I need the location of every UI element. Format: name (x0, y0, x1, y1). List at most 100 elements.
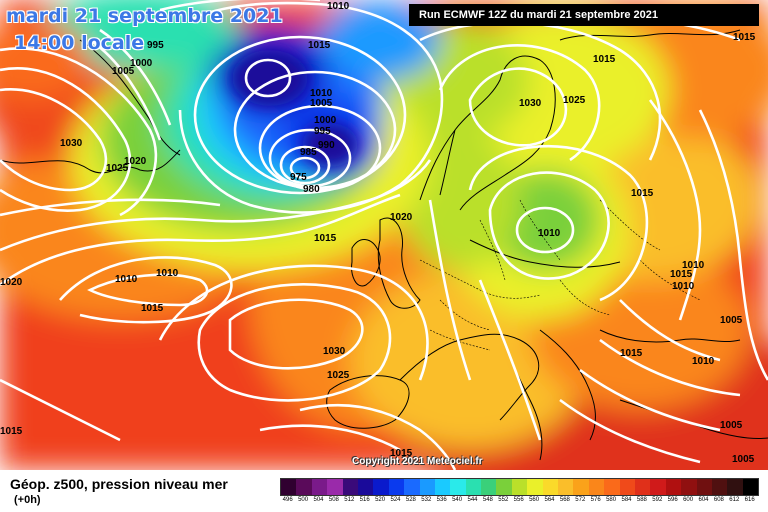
color-scale-swatch (373, 479, 389, 495)
color-scale-swatch (511, 479, 528, 495)
color-scale-label: 616 (744, 497, 755, 503)
isobar-label: 995 (314, 126, 331, 137)
color-scale-label: 500 (298, 497, 309, 503)
isobar-label: 1015 (733, 32, 756, 43)
isobar-label: 1015 (620, 348, 643, 359)
color-scale (280, 478, 760, 496)
color-scale-swatch (634, 479, 651, 495)
color-scale-swatch (604, 479, 620, 495)
isobar-label: 995 (147, 40, 164, 51)
isobar-label: 1025 (106, 163, 129, 174)
isobar-label: 975 (290, 172, 307, 183)
color-scale-swatch (650, 479, 666, 495)
color-scale-swatch (311, 479, 328, 495)
color-scale-swatch (696, 479, 712, 495)
isobar-label: 1010 (692, 356, 715, 367)
color-scale-swatch (281, 479, 297, 495)
isobar-labels: 1010 1015 1010 1005 1000 995 990 985 975… (0, 1, 756, 465)
isobar-label: 985 (300, 147, 317, 158)
isobar-label: 1030 (60, 138, 83, 149)
isobar-label: 1015 (631, 188, 654, 199)
model-run-label: Run ECMWF 12Z du mardi 21 septembre 2021 (409, 4, 759, 26)
color-scale-swatch (558, 479, 574, 495)
color-scale-swatch (588, 479, 605, 495)
color-scale-label: 596 (667, 497, 678, 503)
color-scale-swatch (742, 479, 759, 495)
color-scale-label: 532 (421, 497, 432, 503)
isobar-label: 1010 (115, 274, 138, 285)
color-scale-swatch (496, 479, 512, 495)
color-scale-label: 528 (405, 497, 416, 503)
color-scale-swatch (342, 479, 358, 495)
isobar-lines (0, 0, 768, 470)
color-scale-swatch (419, 479, 435, 495)
color-scale-label: 600 (683, 497, 694, 503)
isobar-label: 1015 (141, 303, 164, 314)
isobar-label: 1025 (327, 370, 350, 381)
color-scale-label: 608 (713, 497, 724, 503)
color-scale-swatch (465, 479, 482, 495)
geopotential-field (0, 0, 768, 470)
color-scale-swatch (327, 479, 343, 495)
isobar-label: 1010 (327, 1, 350, 12)
color-scale-label: 604 (698, 497, 709, 503)
color-scale-swatch (573, 479, 589, 495)
color-scale-label: 516 (359, 497, 370, 503)
color-scale-swatch (388, 479, 405, 495)
isobar-label: 1005 (732, 454, 755, 465)
isobar-label: 1005 (112, 66, 135, 77)
color-scale-swatch (681, 479, 697, 495)
isobar-label: 1030 (519, 98, 542, 109)
color-scale-label: 524 (390, 497, 401, 503)
forecast-offset: (+0h) (14, 494, 41, 506)
map-footer: Géop. z500, pression niveau mer (+0h) 49… (0, 470, 768, 512)
color-scale-label: 556 (513, 497, 524, 503)
isobar-label: 1025 (563, 95, 586, 106)
color-scale-label: 512 (344, 497, 355, 503)
color-scale-label: 496 (282, 497, 293, 503)
color-scale-label: 588 (636, 497, 647, 503)
isobar-label: 1010 (682, 260, 705, 271)
geopotential-map-svg: 1010 1015 1010 1005 1000 995 990 985 975… (0, 0, 768, 470)
copyright-notice: Copyright 2021 Meteociel.fr (352, 456, 483, 467)
isobar-label: 1015 (314, 233, 337, 244)
color-scale-label: 612 (729, 497, 740, 503)
color-scale-label: 592 (652, 497, 663, 503)
color-scale-label: 576 (590, 497, 601, 503)
color-scale-swatch (665, 479, 682, 495)
forecast-time: 14:00 locale (14, 32, 145, 54)
color-scale-label: 536 (436, 497, 447, 503)
isobar-label: 1000 (130, 58, 153, 69)
isobar-label: 1000 (314, 115, 337, 126)
color-scale-swatch (619, 479, 635, 495)
isobar-label: 1015 (390, 448, 413, 459)
color-scale-label: 572 (575, 497, 586, 503)
forecast-date: mardi 21 septembre 2021 (6, 5, 283, 27)
isobar-label: 980 (303, 184, 320, 195)
color-scale-swatch (481, 479, 497, 495)
color-scale-label: 504 (313, 497, 324, 503)
isobar-label: 1005 (720, 420, 743, 431)
color-scale-label: 568 (559, 497, 570, 503)
isobar-label: 1030 (323, 346, 346, 357)
color-scale-label: 584 (621, 497, 632, 503)
weather-map: 1010 1015 1010 1005 1000 995 990 985 975… (0, 0, 768, 470)
color-scale-label: 548 (482, 497, 493, 503)
color-scale-swatch (357, 479, 374, 495)
isobar-label: 1010 (310, 88, 333, 99)
color-scale-label: 544 (467, 497, 478, 503)
color-scale-label: 560 (529, 497, 540, 503)
isobar-label: 1010 (156, 268, 179, 279)
color-scale-label: 540 (452, 497, 463, 503)
isobar-label: 1020 (0, 277, 23, 288)
isobar-label: 1020 (390, 212, 413, 223)
isobar-label: 1005 (720, 315, 743, 326)
color-scale-swatch (296, 479, 312, 495)
isobar-label: 1015 (308, 40, 331, 51)
parameter-title: Géop. z500, pression niveau mer (10, 476, 228, 492)
color-scale-swatch (527, 479, 543, 495)
color-scale-label: 508 (328, 497, 339, 503)
color-scale-label: 564 (544, 497, 555, 503)
isobar-label: 1015 (670, 269, 693, 280)
color-scale-label: 520 (375, 497, 386, 503)
